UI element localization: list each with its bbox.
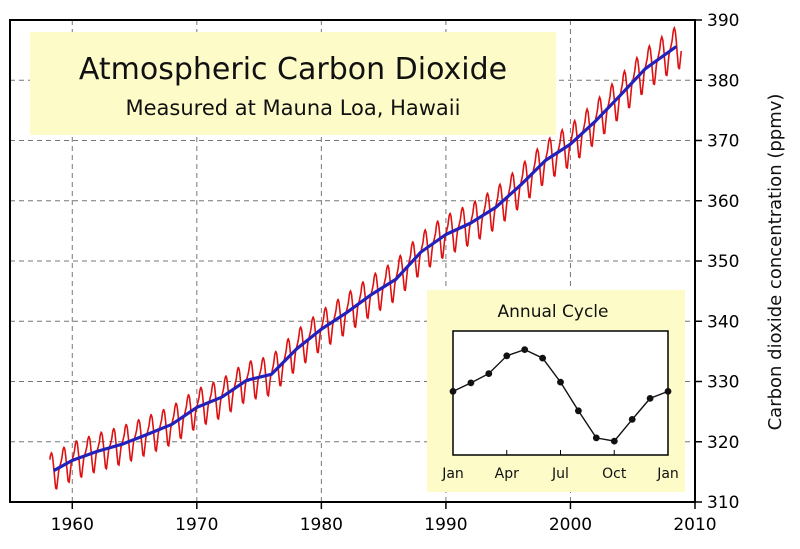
y-tick-label: 390 bbox=[707, 11, 739, 31]
x-tick-label: 2010 bbox=[673, 515, 716, 535]
title-panel: Atmospheric Carbon Dioxide Measured at M… bbox=[30, 32, 556, 135]
annual-cycle-point bbox=[485, 370, 493, 377]
annual-cycle-inset: Annual Cycle Jan Apr Jul Oct Jan bbox=[427, 290, 685, 492]
inset-series: Jan Apr Jul Oct Jan bbox=[441, 346, 679, 482]
x-tick-label: 1970 bbox=[175, 515, 218, 535]
annual-cycle-point bbox=[628, 416, 636, 423]
y-tick-label: 380 bbox=[707, 71, 739, 91]
annual-cycle-point bbox=[664, 388, 672, 395]
y-tick-label: 310 bbox=[707, 493, 739, 513]
x-tick-label: 1960 bbox=[51, 515, 94, 535]
y-tick-label: 320 bbox=[707, 433, 739, 453]
inset-x-tick-label: Jan bbox=[441, 466, 464, 482]
y-tick-label: 340 bbox=[707, 312, 739, 332]
inset-x-tick-label: Oct bbox=[602, 466, 627, 482]
title-panel-background bbox=[30, 32, 556, 135]
inset-plot-frame bbox=[452, 330, 669, 456]
chart-title: Atmospheric Carbon Dioxide bbox=[79, 52, 507, 87]
inset-x-tick-label: Jan bbox=[656, 466, 679, 482]
inset-x-tick-label: Apr bbox=[495, 466, 519, 482]
annual-cycle-point bbox=[610, 437, 618, 445]
inset-title: Annual Cycle bbox=[498, 302, 609, 322]
y-tick-label: 330 bbox=[707, 373, 739, 393]
annual-cycle-point bbox=[449, 388, 457, 395]
x-tick-label: 1980 bbox=[300, 515, 343, 535]
annual-cycle-point bbox=[575, 407, 582, 415]
annual-cycle-point bbox=[646, 395, 654, 402]
annual-cycle-point bbox=[521, 346, 529, 353]
series-layer bbox=[49, 25, 683, 490]
annual-cycle-point bbox=[467, 379, 475, 387]
x-tick-label: 2000 bbox=[549, 515, 592, 535]
inset-x-tick-label: Jul bbox=[551, 466, 569, 482]
y-axis: 310 320 330 340 350 360 370 380 390 bbox=[695, 11, 739, 513]
annual-cycle-point bbox=[539, 354, 546, 362]
x-tick-label: 1990 bbox=[424, 515, 467, 535]
annual-cycle-point bbox=[592, 434, 600, 442]
chart-subtitle: Measured at Mauna Loa, Hawaii bbox=[126, 96, 461, 120]
trend-series-line bbox=[52, 45, 678, 473]
annual-cycle-point bbox=[557, 378, 564, 386]
annual-cycle-point bbox=[503, 352, 511, 360]
x-axis: 1960 1970 1980 1990 2000 2010 bbox=[51, 502, 717, 535]
monthly-series-line bbox=[49, 25, 683, 490]
y-tick-label: 360 bbox=[707, 192, 739, 212]
y-axis-label: Carbon dioxide concentration (ppmv) bbox=[765, 94, 786, 431]
y-tick-label: 370 bbox=[707, 132, 739, 152]
y-tick-label: 350 bbox=[707, 252, 739, 272]
